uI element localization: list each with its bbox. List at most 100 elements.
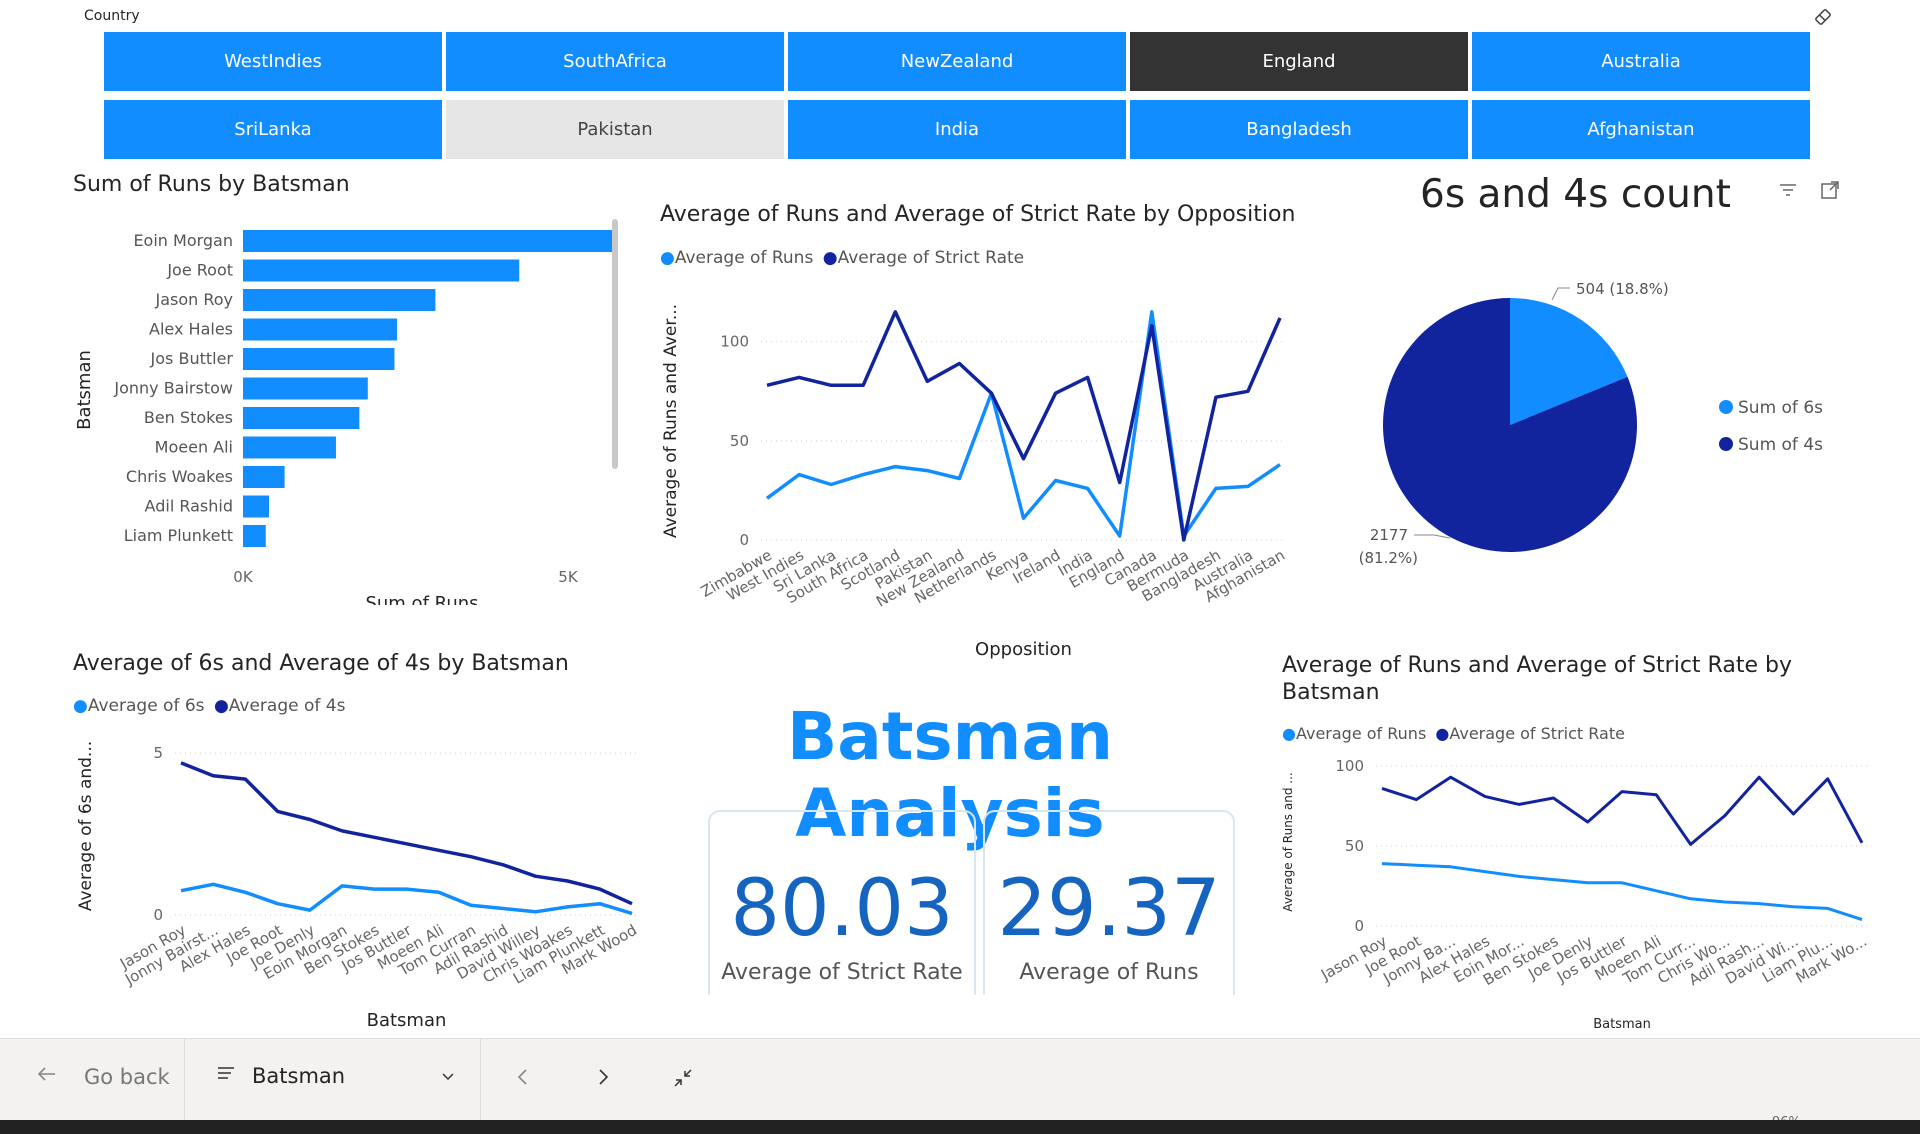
legend-item: Average of 6s xyxy=(87,696,205,716)
bottom-bar xyxy=(0,1120,1920,1134)
slicer-button-australia[interactable]: Australia xyxy=(1472,32,1810,91)
bar-chart-title: Sum of Runs by Batsman xyxy=(73,172,350,197)
legend-item: Average of Strict Rate xyxy=(837,248,1025,268)
slicer-button-afghanistan[interactable]: Afghanistan xyxy=(1472,100,1810,159)
slicer-button-westindies[interactable]: WestIndies xyxy=(104,32,442,91)
y-tick-label: 0 xyxy=(1354,917,1364,935)
pie-chart: 504 (18.8%) 2177 (81.2%) Sum of 6s Sum of 4s xyxy=(1359,280,1823,567)
line-batsman-legend: ●Average of Runs ●Average of Strict Rate xyxy=(1282,724,1625,743)
page-title: Batsman Analysis xyxy=(787,698,1113,852)
x-axis-title: Batsman xyxy=(367,1010,447,1031)
bar[interactable] xyxy=(243,289,436,311)
y-tick-label: 0 xyxy=(739,531,749,549)
legend-item: Sum of 6s xyxy=(1738,398,1823,418)
series-line[interactable] xyxy=(765,310,1281,538)
x-axis-title: Sum of Runs xyxy=(365,593,478,605)
go-back-button[interactable]: Go back xyxy=(36,1063,170,1090)
go-back-label: Go back xyxy=(84,1064,170,1089)
pie-slice[interactable] xyxy=(1510,298,1628,425)
bar-category-label: Eoin Morgan xyxy=(133,231,233,250)
chevron-left-icon[interactable] xyxy=(514,1067,532,1087)
y-tick-label: 50 xyxy=(730,432,749,450)
data-label: (81.2%) xyxy=(1359,549,1418,567)
chevron-right-icon[interactable] xyxy=(594,1067,612,1087)
y-tick-label: 100 xyxy=(1335,757,1364,775)
pie-chart-title: 6s and 4s count xyxy=(1420,172,1731,217)
slicer-button-srilanka[interactable]: SriLanka xyxy=(104,100,442,159)
bar[interactable] xyxy=(243,436,336,459)
y-axis-title: Average of Runs and ... xyxy=(1281,772,1295,911)
y-tick-label: 5 xyxy=(153,744,163,762)
legend-item: Average of 4s xyxy=(228,696,346,716)
eraser-icon[interactable] xyxy=(1812,6,1834,28)
bar[interactable] xyxy=(243,259,520,282)
kpi-label: Average of Strict Rate xyxy=(721,960,963,985)
kpi-value: 80.03 xyxy=(730,864,954,954)
x-tick-label: 0K xyxy=(233,568,254,586)
bar[interactable] xyxy=(243,407,360,429)
bar[interactable] xyxy=(243,495,269,518)
bar[interactable] xyxy=(243,466,285,488)
bar-category-label: Jason Roy xyxy=(154,290,233,309)
kpi-value: 29.37 xyxy=(997,864,1221,954)
bar[interactable] xyxy=(243,348,395,370)
slicer-button-newzealand[interactable]: NewZealand xyxy=(788,32,1126,91)
line-opposition-legend: ●Average of Runs ●Average of Strict Rate xyxy=(660,248,1025,268)
kpi-label: Average of Runs xyxy=(1019,960,1199,985)
bar-category-label: Alex Hales xyxy=(149,320,233,339)
bar-category-label: Chris Woakes xyxy=(126,467,233,486)
x-tick-label: 5K xyxy=(558,568,579,586)
slicer-button-southafrica[interactable]: SouthAfrica xyxy=(446,32,784,91)
legend-item: Sum of 4s xyxy=(1738,435,1823,455)
leader-line xyxy=(1551,287,1570,301)
series-line[interactable] xyxy=(180,761,633,906)
line-6s4s-title: Average of 6s and Average of 4s by Batsm… xyxy=(73,651,569,676)
bar-category-label: Moeen Ali xyxy=(155,438,233,457)
data-label: 2177 xyxy=(1370,526,1408,544)
bar[interactable] xyxy=(243,525,266,547)
y-axis-title: Average of Runs and Aver... xyxy=(661,304,681,538)
y-tick-label: 100 xyxy=(720,333,749,351)
slicer-button-india[interactable]: India xyxy=(788,100,1126,159)
y-tick-label: 0 xyxy=(153,906,163,924)
bar-category-label: Jos Buttler xyxy=(150,349,234,368)
scrollbar[interactable] xyxy=(612,219,618,469)
page-dropdown[interactable]: Batsman xyxy=(216,1063,456,1088)
x-axis-title: Batsman xyxy=(1593,1017,1651,1032)
series-line[interactable] xyxy=(1381,775,1864,846)
legend-marker xyxy=(1719,437,1733,451)
series-line[interactable] xyxy=(180,882,633,916)
legend-item: Average of Runs xyxy=(674,248,814,268)
y-tick-label: 50 xyxy=(1345,837,1364,855)
filter-icon[interactable] xyxy=(1778,180,1798,204)
bar-category-label: Liam Plunkett xyxy=(124,526,233,545)
bar-category-label: Jonny Bairstow xyxy=(113,379,233,398)
focus-mode-icon[interactable] xyxy=(1820,180,1840,204)
line-batsman-title: Average of Runs and Average of Strict Ra… xyxy=(1282,653,1792,705)
y-axis-title: Batsman xyxy=(74,350,95,430)
slicer-button-bangladesh[interactable]: Bangladesh xyxy=(1130,100,1468,159)
bar[interactable] xyxy=(243,318,398,341)
bar[interactable] xyxy=(243,230,614,252)
list-icon xyxy=(216,1063,236,1088)
slicer-button-pakistan[interactable]: Pakistan xyxy=(446,100,784,159)
bar[interactable] xyxy=(243,377,368,400)
collapse-icon[interactable] xyxy=(672,1067,694,1089)
y-axis-title: Average of 6s and... xyxy=(76,741,96,911)
slicer-title: Country xyxy=(84,8,140,24)
x-axis-title: Opposition xyxy=(975,639,1072,660)
bar-category-label: Ben Stokes xyxy=(144,408,233,427)
chevron-down-icon xyxy=(440,1065,456,1089)
kpi-card-runs: 29.37 Average of Runs xyxy=(983,810,1235,995)
leader-line xyxy=(1414,534,1451,539)
series-line[interactable] xyxy=(766,310,1282,542)
line-6s4s-legend: ●Average of 6s ●Average of 4s xyxy=(73,696,346,716)
legend-marker xyxy=(1719,400,1733,414)
series-line[interactable] xyxy=(1381,862,1863,922)
bar-chart: Eoin Morgan Joe Root Jason Roy Alex Hales Jo… xyxy=(74,219,618,605)
pie-slice[interactable] xyxy=(1383,298,1638,552)
legend-item: Average of Strict Rate xyxy=(1449,724,1625,743)
slicer-button-england[interactable]: England xyxy=(1130,32,1468,91)
